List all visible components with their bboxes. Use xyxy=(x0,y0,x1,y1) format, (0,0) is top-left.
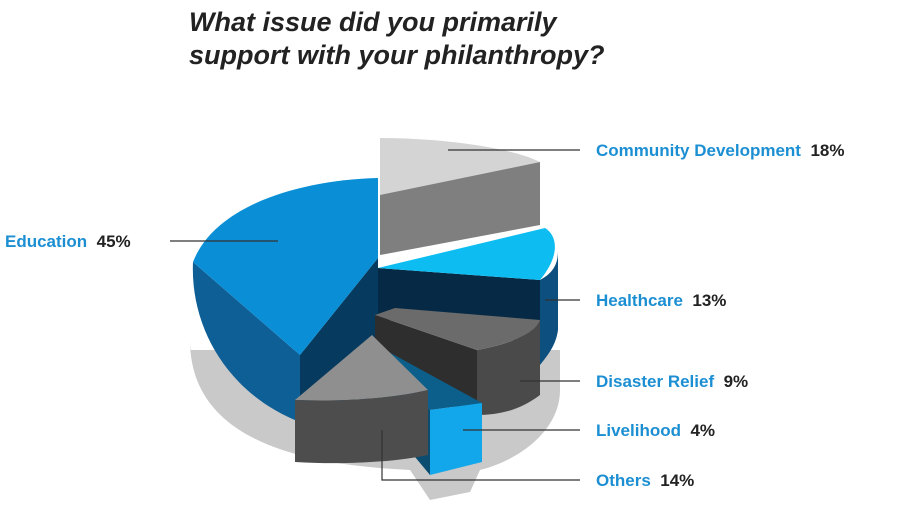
label-community-development-value: 18% xyxy=(810,141,844,160)
slice-labels: Education 45% Community Development 18% … xyxy=(5,141,844,490)
label-healthcare-name: Healthcare xyxy=(596,291,683,310)
label-community-development-name: Community Development xyxy=(596,141,801,160)
label-community-development: Community Development 18% xyxy=(596,141,844,160)
label-disaster-relief: Disaster Relief 9% xyxy=(596,372,748,391)
label-healthcare-value: 13% xyxy=(692,291,726,310)
slice-disaster-relief-top xyxy=(375,308,540,350)
label-others-value: 14% xyxy=(660,471,694,490)
label-education-value: 45% xyxy=(97,232,131,251)
slice-community-development-side xyxy=(380,162,540,255)
label-disaster-relief-name: Disaster Relief xyxy=(596,372,714,391)
slice-disaster-relief-side xyxy=(477,320,540,415)
slice-others xyxy=(295,335,428,464)
leader-line-others xyxy=(381,430,580,481)
slice-others-side xyxy=(295,390,428,464)
label-disaster-relief-value: 9% xyxy=(724,372,749,391)
slice-education-top xyxy=(193,178,378,355)
slice-education-side xyxy=(192,262,300,422)
label-healthcare: Healthcare 13% xyxy=(596,291,726,310)
slice-livelihood-side xyxy=(430,403,482,475)
label-others-name: Others xyxy=(596,471,651,490)
slice-community-development-top xyxy=(380,138,540,195)
slice-livelihood-top xyxy=(376,345,482,410)
chart-title-line-2: support with your philanthropy? xyxy=(189,40,605,70)
slice-healthcare-side xyxy=(540,250,558,365)
label-livelihood-name: Livelihood xyxy=(596,421,681,440)
leader-lines xyxy=(170,149,580,481)
label-education-name: Education xyxy=(5,232,87,251)
label-others: Others 14% xyxy=(596,471,694,490)
slice-healthcare-top xyxy=(378,228,555,280)
label-livelihood-value: 4% xyxy=(690,421,715,440)
slice-community-development xyxy=(380,138,540,255)
slice-others-top xyxy=(295,335,428,401)
label-education: Education 45% xyxy=(5,232,131,251)
chart-title-line-1: What issue did you primarily xyxy=(189,7,557,37)
label-livelihood: Livelihood 4% xyxy=(596,421,715,440)
chart-title: What issue did you primarily support wit… xyxy=(189,6,709,72)
